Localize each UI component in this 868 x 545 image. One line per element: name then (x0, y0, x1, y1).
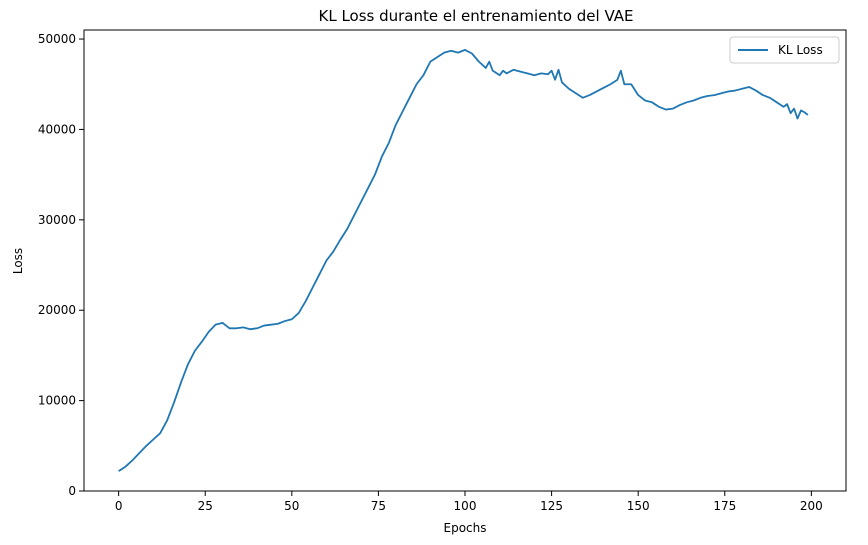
x-tick-label: 75 (371, 499, 386, 513)
y-tick-label: 50000 (38, 32, 76, 46)
y-axis-ticks: 0 10000 20000 30000 40000 50000 (38, 32, 84, 498)
x-tick-label: 150 (627, 499, 650, 513)
y-axis-label: Loss (11, 248, 25, 274)
x-tick-label: 125 (540, 499, 563, 513)
plot-area (118, 48, 809, 472)
chart-title: KL Loss durante el entrenamiento del VAE (318, 7, 633, 25)
y-tick-label: 0 (68, 484, 76, 498)
legend-label: KL Loss (778, 43, 823, 57)
x-tick-label: 50 (284, 499, 299, 513)
x-tick-label: 25 (198, 499, 213, 513)
x-tick-label: 100 (454, 499, 477, 513)
legend: KL Loss (729, 36, 840, 64)
y-tick-label: 10000 (38, 394, 76, 408)
x-tick-label: 0 (115, 499, 123, 513)
series-line-kl-loss (118, 48, 809, 472)
y-tick-label: 30000 (38, 213, 76, 227)
x-tick-label: 175 (713, 499, 736, 513)
x-tick-label: 200 (800, 499, 823, 513)
x-axis-ticks: 0 25 50 75 100 125 150 175 200 (115, 491, 823, 513)
x-axis-label: Epochs (444, 521, 487, 535)
plot-frame (83, 29, 847, 492)
y-tick-label: 20000 (38, 303, 76, 317)
y-tick-label: 40000 (38, 122, 76, 136)
legend-box (729, 36, 840, 64)
